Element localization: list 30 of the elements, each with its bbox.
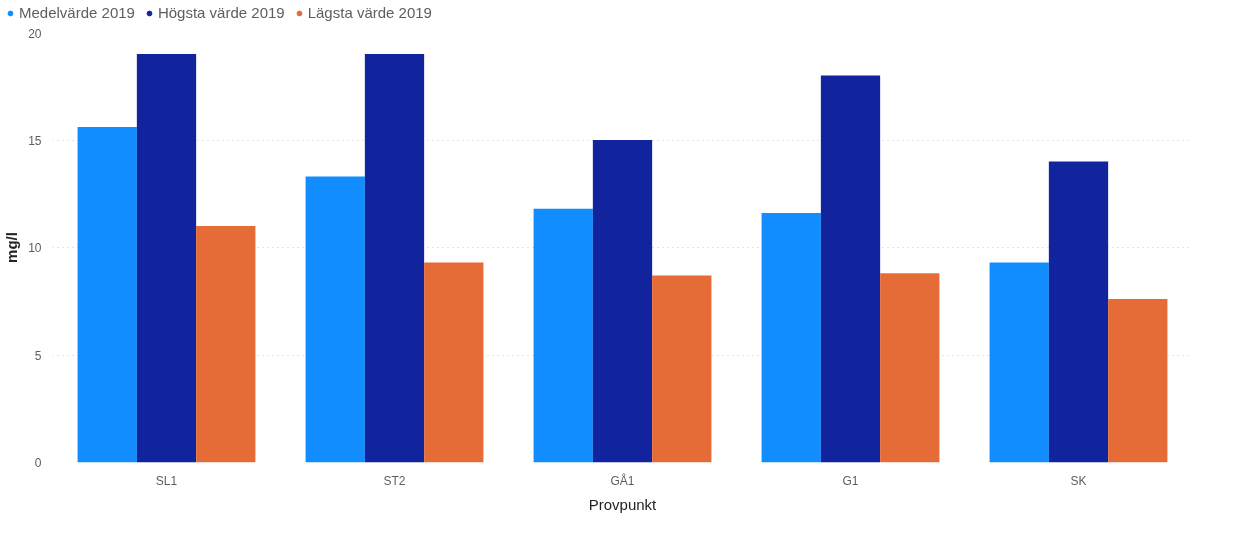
x-tick-label: SK	[1070, 473, 1087, 488]
bar	[136, 54, 197, 463]
bar	[761, 213, 821, 463]
bar	[1108, 299, 1168, 463]
y-tick-label: 10	[28, 241, 42, 255]
bar	[77, 127, 137, 463]
legend-label: Medelvärde 2019	[19, 4, 135, 21]
bar	[364, 54, 425, 463]
x-tick-label: G1	[842, 473, 859, 488]
bar	[1048, 161, 1109, 463]
x-axis-title: Provpunkt	[588, 495, 658, 513]
legend-label: Lägsta värde 2019	[307, 4, 432, 21]
x-tick-label: GÅ1	[610, 472, 635, 488]
x-tick-label: SL1	[155, 473, 178, 488]
bar	[533, 208, 593, 463]
y-tick-label: 5	[34, 348, 42, 363]
legend-label: Högsta värde 2019	[157, 4, 285, 21]
y-tick-label: 20	[28, 26, 42, 41]
bar	[652, 275, 712, 463]
bar	[305, 176, 365, 463]
bar	[820, 75, 881, 463]
y-axis-title: mg/l	[3, 232, 21, 263]
bar	[592, 140, 653, 463]
bar	[196, 226, 256, 463]
y-tick-label: 15	[28, 133, 42, 148]
bar	[880, 273, 940, 463]
bar	[989, 262, 1049, 463]
bar	[424, 262, 484, 463]
x-tick-label: ST2	[383, 473, 406, 488]
y-tick-label: 0	[34, 456, 42, 470]
